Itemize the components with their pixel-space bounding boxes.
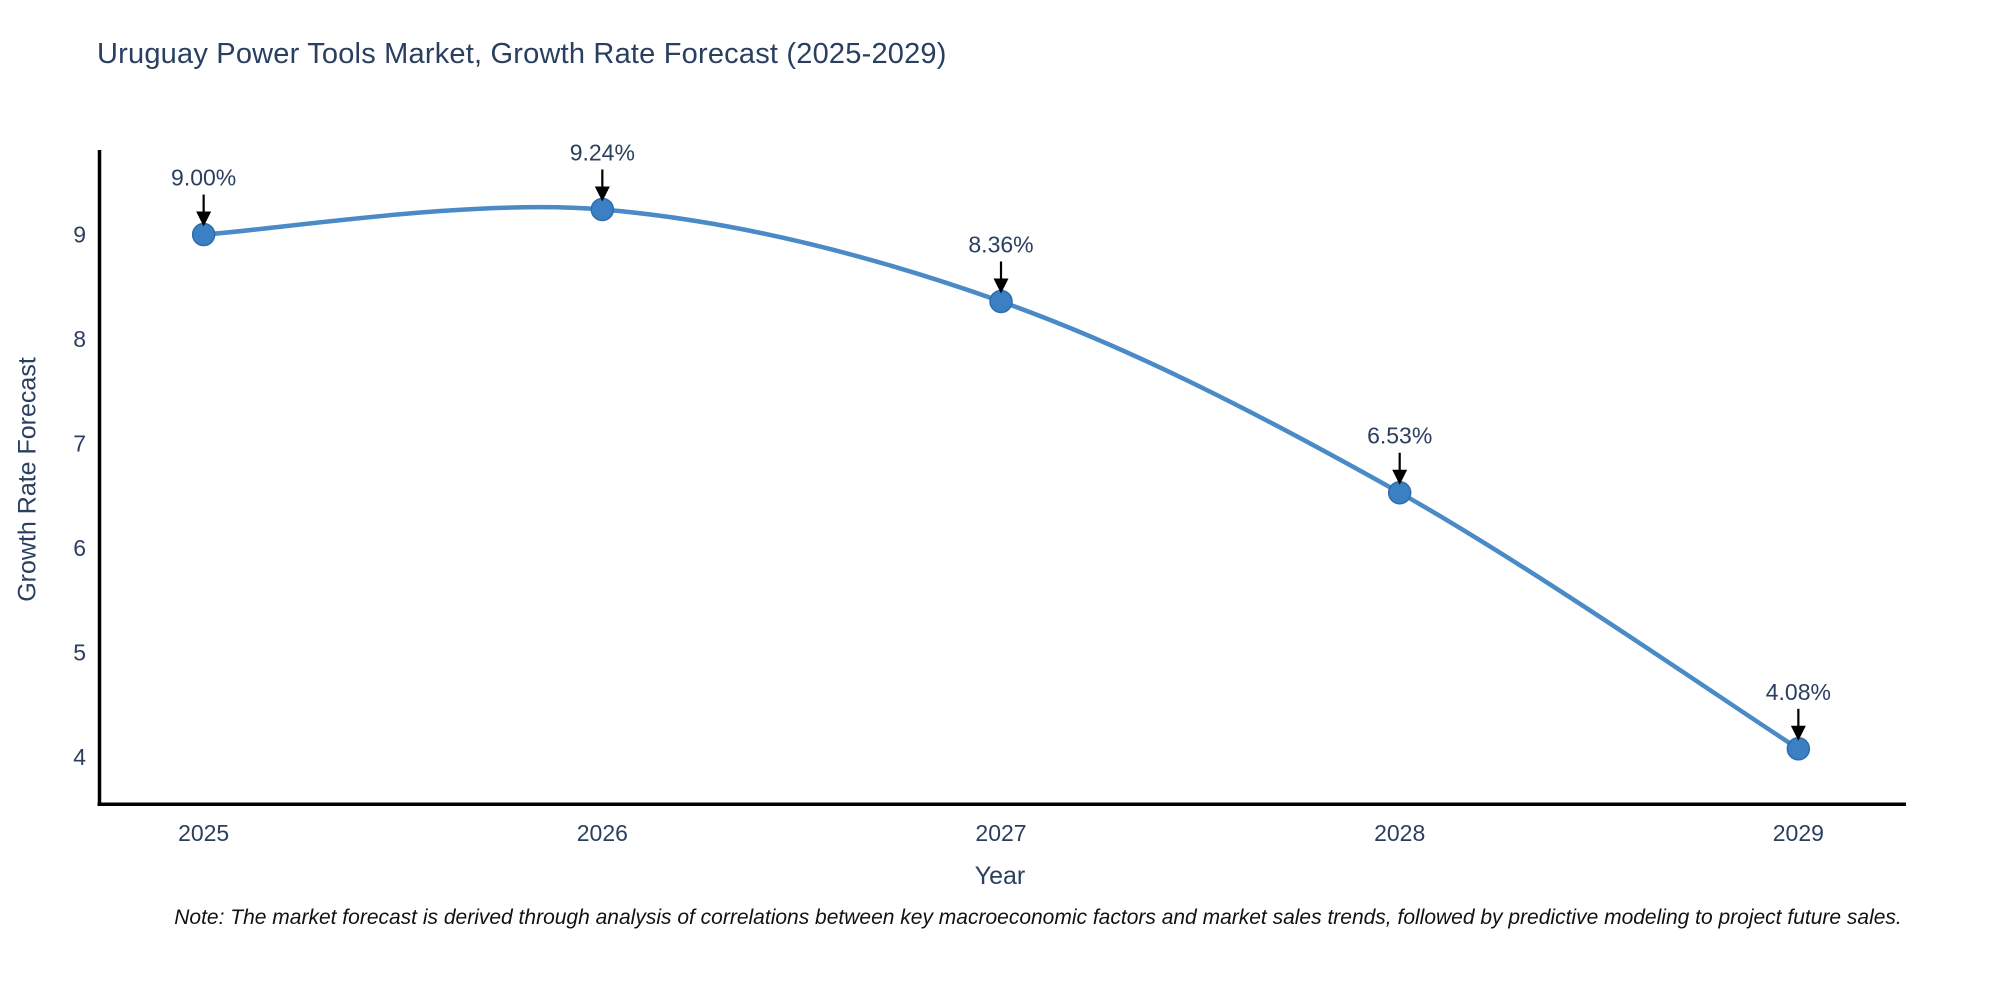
data-point (191, 222, 216, 247)
annotation-arrowhead (196, 211, 212, 227)
y-tick-label: 6 (73, 535, 86, 561)
y-tick-label: 8 (73, 326, 86, 352)
annotation-arrowhead (1790, 725, 1806, 741)
data-point (1387, 480, 1412, 505)
x-tick-label: 2028 (1374, 820, 1425, 846)
footnote: Note: The market forecast is derived thr… (174, 906, 1902, 929)
x-tick-label: 2029 (1773, 820, 1824, 846)
x-tick-label: 2026 (577, 820, 628, 846)
data-point (590, 197, 615, 222)
point-value-label: 9.00% (171, 165, 236, 191)
annotation-arrowhead (1392, 469, 1408, 485)
point-value-label: 6.53% (1367, 423, 1432, 449)
x-axis-title: Year (974, 862, 1026, 890)
point-value-label: 9.24% (570, 139, 635, 165)
x-tick-label: 2025 (178, 820, 229, 846)
y-tick-label: 5 (73, 640, 86, 666)
y-tick-label: 9 (73, 222, 86, 248)
data-point (989, 289, 1013, 314)
annotation-arrowhead (993, 278, 1009, 294)
annotation-arrowhead (594, 186, 610, 202)
x-tick-label: 2027 (975, 820, 1026, 846)
point-value-label: 4.08% (1766, 679, 1831, 705)
data-point (1786, 737, 1811, 761)
chart-title: Uruguay Power Tools Market, Growth Rate … (97, 38, 947, 70)
point-value-label: 8.36% (968, 231, 1033, 257)
y-tick-label: 7 (73, 431, 86, 457)
y-tick-label: 4 (73, 744, 86, 770)
